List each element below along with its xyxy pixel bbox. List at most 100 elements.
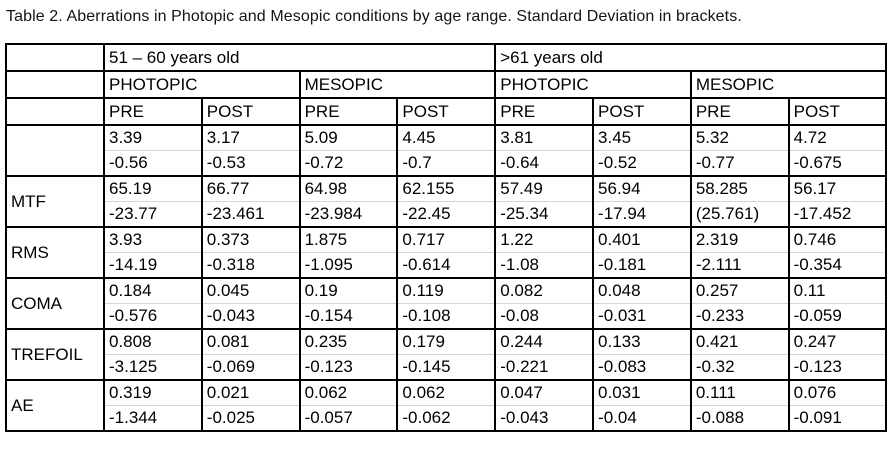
mean-value-cell: 0.244 <box>494 328 595 355</box>
sd-value-cell: -0.031 <box>592 303 692 330</box>
mean-value-cell: 3.39 <box>103 124 203 151</box>
table-row-mean: TREFOIL 0.808 0.081 0.235 0.179 0.244 0.133 0.4… <box>5 328 888 381</box>
mean-value-cell: 3.93 <box>103 226 203 253</box>
mean-value-cell: 4.72 <box>787 124 888 151</box>
condition-header-photopic-1: PHOTOPIC <box>103 70 301 99</box>
mean-value-cell: 1.875 <box>298 226 399 253</box>
sd-value-cell: -0.56 <box>103 150 203 177</box>
sd-value-cell: -1.095 <box>298 252 399 279</box>
phase-header: PRE <box>298 97 399 126</box>
mean-value-cell: 0.047 <box>494 379 595 406</box>
mean-value-cell: 0.111 <box>689 379 790 406</box>
table-row-sd: -0.56 -0.53 -0.72 -0.7 -0.64 -0.52 -0.77 -0.675 <box>6 150 888 177</box>
mean-value-cell: 0.247 <box>787 328 888 355</box>
mean-value-cell: 58.285 <box>689 175 790 202</box>
sd-value-cell: -23.77 <box>103 201 203 228</box>
mean-value-cell: 3.81 <box>494 124 595 151</box>
sd-value-cell: -0.7 <box>396 150 497 177</box>
mean-value-cell: 62.155 <box>396 175 497 202</box>
sd-value-cell: -0.154 <box>298 303 399 330</box>
mean-value-cell: 3.17 <box>200 124 301 151</box>
table-row-sd: -3.125 -0.069 -0.123 -0.145 -0.221 -0.083 -0.3… <box>6 354 888 381</box>
corner-cell <box>5 43 105 72</box>
mean-value-cell: 5.09 <box>298 124 399 151</box>
sd-value-cell: -17.94 <box>592 201 692 228</box>
mean-value-cell: 0.119 <box>396 277 497 304</box>
sd-value-cell: -17.452 <box>787 201 888 228</box>
sd-value-cell: -0.043 <box>494 405 595 432</box>
mean-value-cell: 57.49 <box>494 175 595 202</box>
mean-value-cell: 0.184 <box>103 277 203 304</box>
row-label: MTF <box>5 175 105 228</box>
condition-header-mesopic-1: MESOPIC <box>298 70 497 99</box>
sd-value-cell: -14.19 <box>103 252 203 279</box>
row-label: AE <box>5 379 105 432</box>
sd-value-cell: -0.354 <box>787 252 888 279</box>
phase-header: PRE <box>689 97 790 126</box>
row-label: COMA <box>5 277 105 330</box>
mean-value-cell: 1.22 <box>494 226 595 253</box>
sd-value-cell: -0.083 <box>592 354 692 381</box>
sd-value-cell: -0.025 <box>200 405 301 432</box>
table-row-mean: RMS 3.93 0.373 1.875 0.717 1.22 0.401 2.319 0.74… <box>5 226 888 279</box>
table-row-mean: 3.39 3.17 5.09 4.45 3.81 3.45 5.32 4.72 <box>5 124 888 177</box>
mean-value-cell: 0.062 <box>298 379 399 406</box>
mean-value-cell: 0.081 <box>200 328 301 355</box>
sd-value-cell: -0.221 <box>494 354 595 381</box>
mean-value-cell: 2.319 <box>689 226 790 253</box>
sd-value-cell: -0.233 <box>689 303 790 330</box>
table-row-sd: -23.77 -23.461 -23.984 -22.45 -25.34 -17.94 (2… <box>6 201 888 228</box>
sd-value-cell: -0.53 <box>200 150 301 177</box>
sd-value-cell: -0.088 <box>689 405 790 432</box>
table-row-mean: MTF 65.19 66.77 64.98 62.155 57.49 56.94 58.285… <box>5 175 888 228</box>
age-group-header-2: >61 years old <box>494 43 888 72</box>
mean-value-cell: 0.045 <box>200 277 301 304</box>
sd-value-cell: -0.145 <box>396 354 497 381</box>
phase-header: PRE <box>103 97 203 126</box>
age-group-header-1: 51 – 60 years old <box>102 43 497 72</box>
table-caption: Table 2. Aberrations in Photopic and Mes… <box>6 8 742 25</box>
row-label <box>5 124 105 177</box>
sd-value-cell: -0.069 <box>200 354 301 381</box>
sd-value-cell: -0.675 <box>787 150 888 177</box>
mean-value-cell: 0.401 <box>592 226 692 253</box>
phase-header: POST <box>592 97 692 126</box>
sd-value-cell: -0.059 <box>787 303 888 330</box>
condition-header-photopic-2: PHOTOPIC <box>494 70 692 99</box>
mean-value-cell: 0.717 <box>396 226 497 253</box>
mean-value-cell: 0.082 <box>494 277 595 304</box>
table-row-mean: COMA 0.184 0.045 0.19 0.119 0.082 0.048 0.257 0.… <box>5 277 888 330</box>
sd-value-cell: -0.08 <box>494 303 595 330</box>
phase-header: PRE <box>494 97 595 126</box>
sd-value-cell: (25.761) <box>689 201 790 228</box>
sd-value-cell: -0.108 <box>396 303 497 330</box>
sd-value-cell: -0.32 <box>689 354 790 381</box>
sd-value-cell: -23.984 <box>298 201 399 228</box>
sd-value-cell: -22.45 <box>396 201 497 228</box>
sd-value-cell: -0.04 <box>592 405 692 432</box>
phase-header: POST <box>787 97 888 126</box>
mean-value-cell: 56.17 <box>787 175 888 202</box>
mean-value-cell: 0.062 <box>396 379 497 406</box>
corner-cell <box>5 97 105 126</box>
mean-value-cell: 0.133 <box>592 328 692 355</box>
phase-row: PRE POST PRE POST PRE POST PRE POST <box>5 97 888 126</box>
mean-value-cell: 0.031 <box>592 379 692 406</box>
mean-value-cell: 0.808 <box>103 328 203 355</box>
sd-value-cell: -0.318 <box>200 252 301 279</box>
sd-value-cell: -0.614 <box>396 252 497 279</box>
phase-header: POST <box>200 97 301 126</box>
sd-value-cell: -0.77 <box>689 150 790 177</box>
corner-cell <box>5 70 105 99</box>
condition-header-mesopic-2: MESOPIC <box>689 70 888 99</box>
mean-value-cell: 0.235 <box>298 328 399 355</box>
sd-value-cell: -0.72 <box>298 150 399 177</box>
mean-value-cell: 0.373 <box>200 226 301 253</box>
mean-value-cell: 0.076 <box>787 379 888 406</box>
sd-value-cell: -0.576 <box>103 303 203 330</box>
sd-value-cell: -0.123 <box>298 354 399 381</box>
row-label: RMS <box>5 226 105 279</box>
mean-value-cell: 0.421 <box>689 328 790 355</box>
mean-value-cell: 65.19 <box>103 175 203 202</box>
sd-value-cell: -0.043 <box>200 303 301 330</box>
